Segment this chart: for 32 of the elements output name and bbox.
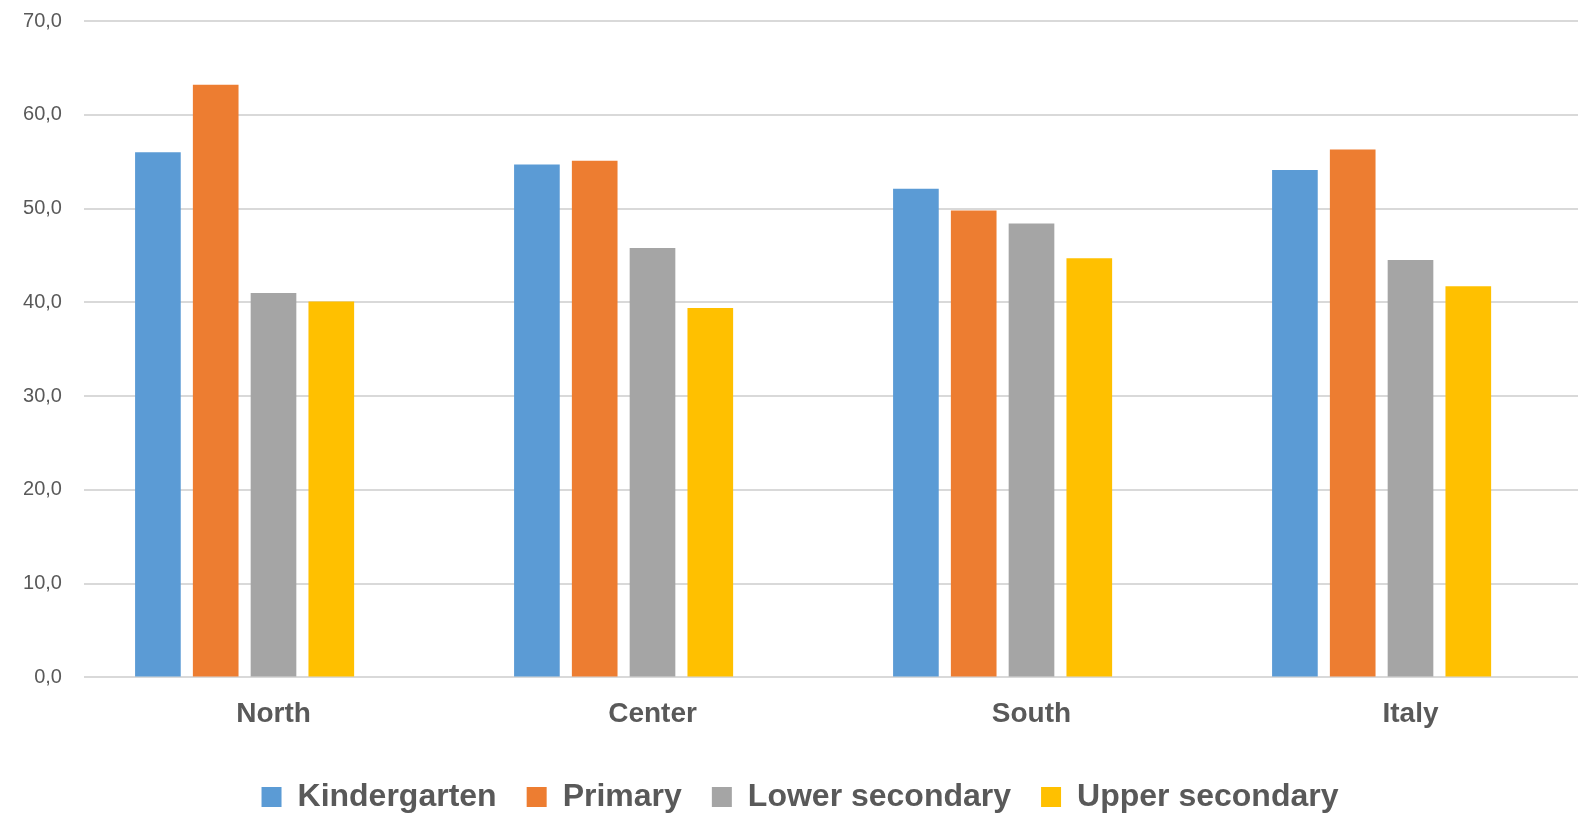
x-tick-label: South [991, 696, 1072, 728]
bar [1272, 170, 1318, 677]
bar [135, 152, 181, 677]
y-tick-label: 30,0 [23, 383, 62, 406]
bar [250, 292, 297, 677]
legend-label: Primary [562, 776, 683, 813]
y-tick-label: 0,0 [34, 664, 62, 687]
bar [1329, 149, 1376, 677]
bar [1008, 223, 1055, 677]
y-tick-label: 50,0 [23, 196, 62, 219]
x-tick-label: Italy [1382, 696, 1439, 728]
bar [1387, 260, 1434, 677]
legend-label: Upper secondary [1077, 776, 1339, 813]
y-tick-label: 20,0 [23, 477, 62, 500]
y-tick-label: 70,0 [23, 8, 62, 31]
bar [629, 247, 676, 677]
bar [192, 84, 239, 677]
y-tick-label: 10,0 [23, 571, 62, 594]
y-tick-label: 40,0 [23, 289, 62, 312]
bar [1445, 286, 1492, 677]
legend-label: Kindergarten [297, 776, 497, 813]
bar [571, 160, 618, 677]
legend-label: Lower secondary [747, 776, 1012, 813]
bar [950, 210, 997, 677]
bar [687, 307, 734, 677]
bar [514, 164, 560, 677]
y-tick-label: 60,0 [23, 102, 62, 125]
bar [308, 301, 355, 677]
bar [1066, 258, 1113, 677]
x-tick-label: North [236, 696, 311, 728]
x-tick-label: Center [608, 696, 697, 728]
bar [893, 188, 939, 677]
